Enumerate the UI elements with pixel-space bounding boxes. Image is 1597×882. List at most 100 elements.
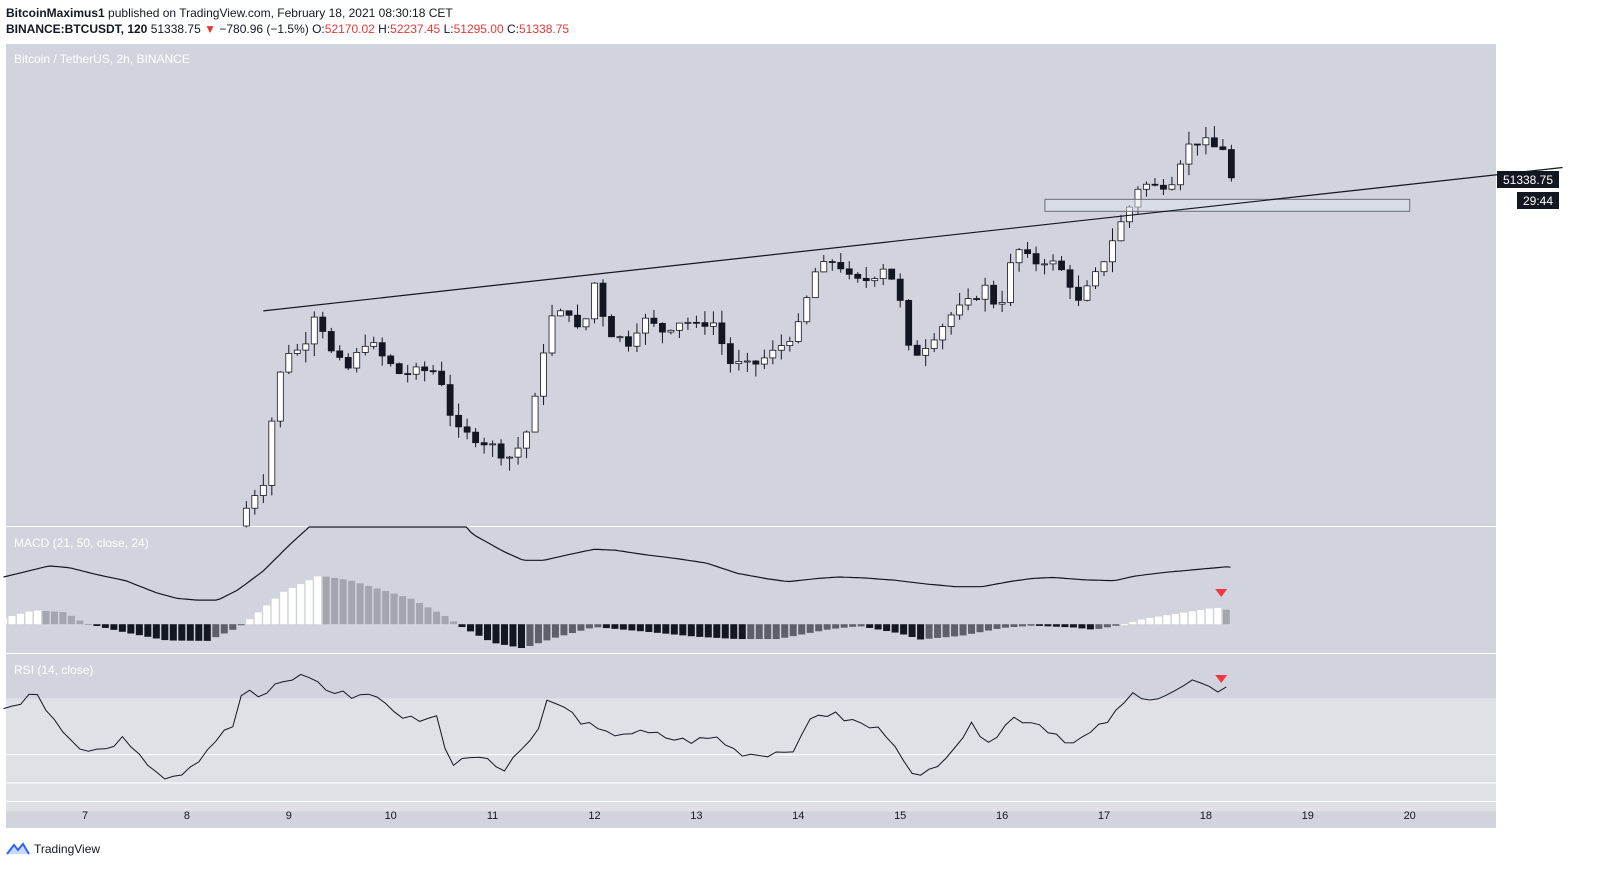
author-name[interactable]: BitcoinMaximus1 [6, 6, 105, 20]
macd-histogram-bar [1222, 609, 1230, 625]
macd-histogram-bar [195, 624, 203, 641]
macd-histogram-bar [339, 579, 347, 625]
macd-histogram-bar [144, 624, 152, 637]
macd-histogram-bar [543, 624, 551, 641]
macd-histogram-bar [585, 624, 593, 629]
macd-histogram-bar [781, 624, 789, 638]
macd-histogram-bar [1095, 624, 1103, 629]
macd-histogram-bar [59, 612, 67, 625]
macd-histogram-bar [25, 611, 33, 625]
macd-histogram-bar [314, 576, 322, 625]
time-tick-label: 8 [184, 810, 190, 822]
candle-down [625, 336, 632, 347]
macd-histogram-bar [993, 624, 1001, 629]
change-arrow-icon: ▼ [204, 22, 216, 36]
macd-histogram-bar [636, 624, 644, 632]
macd-histogram-bar [594, 624, 602, 628]
candle-down [378, 342, 386, 357]
macd-histogram-bar [203, 624, 211, 641]
chart-background [6, 44, 1496, 828]
macd-histogram-bar [942, 624, 950, 638]
candle-down [1219, 146, 1227, 150]
macd-histogram-bar [1197, 609, 1205, 625]
candle-down [990, 284, 998, 305]
candle-up [353, 352, 361, 369]
tradingview-logo-icon [6, 842, 30, 855]
macd-histogram-bar [900, 624, 908, 635]
candle-down [837, 262, 845, 270]
candle-down [336, 350, 344, 358]
candle-up [1117, 221, 1125, 242]
price-tick-label: 47000.00 [1507, 346, 1553, 358]
macd-histogram-bar [373, 588, 381, 625]
macd-histogram-bar [517, 624, 525, 648]
macd-histogram-bar [152, 624, 160, 639]
candle-up [871, 278, 879, 282]
macd-histogram-bar [450, 621, 458, 625]
symbol-line: BINANCE:BTCUSDT, 120 51338.75 ▼ −780.96 … [6, 22, 569, 36]
macd-histogram-bar [348, 580, 356, 625]
low-label: L: [443, 22, 454, 36]
candle-up [268, 420, 276, 486]
price-tick-label: 53000.00 [1507, 107, 1553, 119]
macd-histogram-bar [798, 624, 806, 635]
macd-histogram-bar [1018, 624, 1026, 627]
candle-down [319, 316, 327, 332]
price-tick-label: 49000.00 [1507, 266, 1553, 278]
macd-histogram-bar [679, 624, 687, 636]
time-tick-label: 20 [1404, 810, 1416, 822]
macd-histogram-bar [883, 624, 891, 632]
candle-up [777, 345, 785, 351]
candle-down [1151, 183, 1159, 186]
macd-histogram-bar [475, 624, 483, 636]
macd-histogram-bar [118, 624, 126, 632]
macd-histogram-bar [849, 624, 857, 627]
macd-histogram-bar [297, 584, 305, 625]
candle-up [302, 343, 310, 351]
candle-up [820, 261, 828, 273]
candle-up [591, 282, 598, 320]
candle-down [752, 360, 760, 365]
macd-histogram-bar [619, 624, 627, 630]
candle-down [446, 384, 454, 416]
macd-histogram-bar [951, 624, 959, 637]
macd-histogram-bar [1061, 624, 1069, 628]
macd-histogram-bar [789, 624, 797, 637]
candle-down [565, 310, 573, 316]
candle-down [854, 273, 862, 279]
ascending-trendline [263, 166, 1563, 312]
rsi-label: RSI (14, close) [14, 663, 93, 677]
footer-brand[interactable]: TradingView [6, 838, 100, 860]
macd-histogram-bar [747, 624, 755, 640]
macd-histogram-bar [611, 624, 619, 629]
price-tick-label: 48000.00 [1507, 306, 1553, 318]
candle-down [404, 373, 412, 375]
candle-down [463, 426, 471, 433]
rsi-tick-label: 80.00 [1525, 665, 1553, 677]
chart-canvas[interactable]: Bitcoin / TetherUS, 2h, BINANCE MACD (21… [0, 44, 1597, 834]
rsi-line [3, 673, 1227, 780]
macd-histogram-bar [1171, 613, 1179, 625]
candle-up [1007, 262, 1014, 303]
macd-histogram-bar [1052, 624, 1060, 627]
candle-up [735, 361, 743, 365]
macd-histogram-bar [101, 624, 109, 628]
candle-up [293, 349, 301, 354]
candle-up [540, 352, 547, 397]
candle-down [344, 357, 352, 369]
macd-histogram-bar [908, 624, 916, 637]
candle-up [998, 302, 1006, 305]
macd-histogram-bar [891, 624, 899, 633]
bearish-marker-icon [1215, 589, 1228, 597]
candle-down [726, 343, 734, 365]
time-tick-label: 17 [1098, 810, 1110, 822]
candle-up [523, 431, 530, 449]
macd-histogram-bar [322, 576, 330, 625]
candle-up [709, 322, 717, 327]
time-tick-label: 10 [385, 810, 397, 822]
support-zone-rect [1044, 198, 1411, 212]
candle-down [650, 317, 658, 324]
candle-up [939, 326, 947, 341]
macd-histogram-bar [1069, 624, 1077, 628]
candle-down [1066, 269, 1074, 288]
